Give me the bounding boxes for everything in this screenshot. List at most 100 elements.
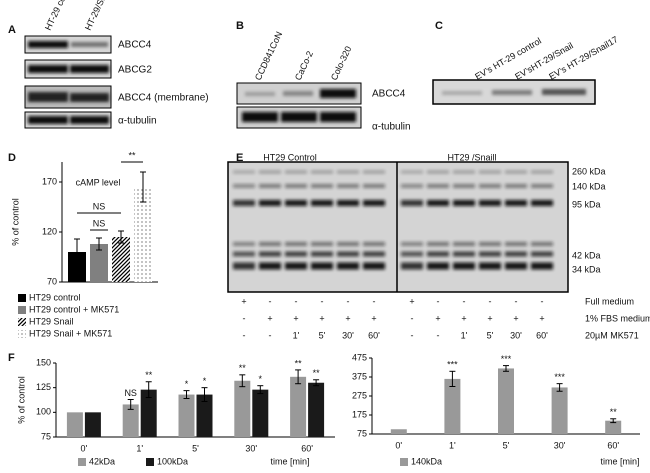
band: [259, 170, 281, 174]
band: [427, 262, 449, 270]
y-axis-label: % of control: [16, 376, 26, 424]
lane-label: Colo-320: [329, 45, 354, 82]
y-tick-label: 75: [41, 431, 51, 441]
band: [363, 262, 385, 270]
error-bar: [313, 379, 320, 387]
legend-label: 100kDa: [157, 456, 188, 466]
band: [427, 251, 449, 257]
condition-cell: -: [269, 296, 272, 306]
error-bar: [201, 387, 208, 402]
band: [28, 65, 68, 73]
x-tick-label: 0': [81, 443, 88, 453]
band: [401, 262, 423, 270]
y-axis-label: % of control: [10, 198, 20, 246]
blot: [233, 170, 553, 270]
band: [28, 116, 68, 124]
lane-label: CCD841CoN: [253, 30, 284, 82]
bar: [308, 382, 325, 437]
error-bar: [96, 237, 102, 251]
row-label: α-tubulin: [118, 116, 157, 127]
condition-cell: -: [269, 330, 272, 340]
bar: [290, 376, 307, 437]
lane-label: HT-29 control: [43, 0, 75, 32]
condition-cell: -: [373, 296, 376, 306]
band: [492, 90, 532, 95]
condition-cell: 5': [319, 330, 326, 340]
significance: **: [239, 363, 247, 373]
significance: *: [203, 376, 207, 386]
band: [233, 262, 255, 270]
legend-swatch: [400, 458, 408, 466]
condition-cell: +: [539, 313, 544, 323]
legend-swatch: [18, 330, 26, 338]
legend-swatch: [78, 458, 86, 466]
lane-label: HT-29/Snail: [83, 0, 112, 32]
significance: *: [185, 379, 189, 389]
band: [71, 42, 108, 47]
band: [285, 200, 307, 206]
condition-cell: -: [243, 330, 246, 340]
blot-strip: [227, 161, 569, 293]
condition-label: 20µM MK571: [585, 330, 639, 340]
group-label: HT29 /Snaill: [447, 152, 496, 162]
condition-cell: 60': [368, 330, 380, 340]
band: [245, 92, 275, 96]
band: [505, 184, 527, 188]
error-bar: [145, 381, 152, 399]
bar: [84, 412, 101, 437]
condition-cell: 30': [510, 330, 522, 340]
panel-label: B: [236, 20, 244, 32]
band: [320, 112, 356, 122]
chart-title: cAMP level: [76, 177, 121, 187]
band: [70, 116, 109, 124]
band: [427, 170, 449, 174]
bar: [498, 368, 514, 434]
lane-label: EV’s HT-29 control: [473, 36, 543, 82]
band: [401, 170, 423, 174]
band: [453, 262, 475, 270]
blot: [432, 79, 596, 105]
band: [259, 184, 281, 188]
condition-cell: -: [515, 296, 518, 306]
band: [259, 200, 281, 206]
band: [233, 242, 255, 246]
band: [363, 184, 385, 188]
x-tick-label: 60': [607, 440, 619, 450]
band: [401, 184, 423, 188]
legend-label: HT29 Snail + MK571: [29, 328, 112, 338]
band: [479, 184, 501, 188]
bar: [90, 244, 108, 282]
row-label: ABCC4 (membrane): [118, 93, 209, 104]
marker-label: 42 kDa: [572, 250, 601, 260]
band: [28, 41, 68, 48]
band: [479, 262, 501, 270]
band: [453, 251, 475, 257]
error-bar: [239, 374, 246, 388]
condition-cell: -: [347, 296, 350, 306]
condition-cell: +: [435, 313, 440, 323]
band: [70, 65, 109, 73]
condition-cell: 1': [461, 330, 468, 340]
condition-cell: 30': [342, 330, 354, 340]
blot: [236, 82, 362, 129]
error-bar: [127, 399, 134, 410]
row-label: ABCC4: [118, 40, 152, 51]
band: [259, 251, 281, 257]
condition-cell: -: [243, 313, 246, 323]
band: [427, 184, 449, 188]
band: [531, 170, 553, 174]
row-label: ABCG2: [118, 65, 152, 76]
band: [505, 262, 527, 270]
blot: [24, 35, 112, 129]
bar: [196, 394, 213, 437]
band: [363, 200, 385, 206]
band: [531, 200, 553, 206]
band: [401, 200, 423, 206]
band: [285, 262, 307, 270]
y-tick-label: 475: [352, 352, 367, 362]
band: [233, 170, 255, 174]
legend-label: 140kDa: [411, 456, 442, 466]
panel-label: A: [8, 24, 16, 36]
bar: [551, 387, 568, 434]
band: [311, 200, 333, 206]
